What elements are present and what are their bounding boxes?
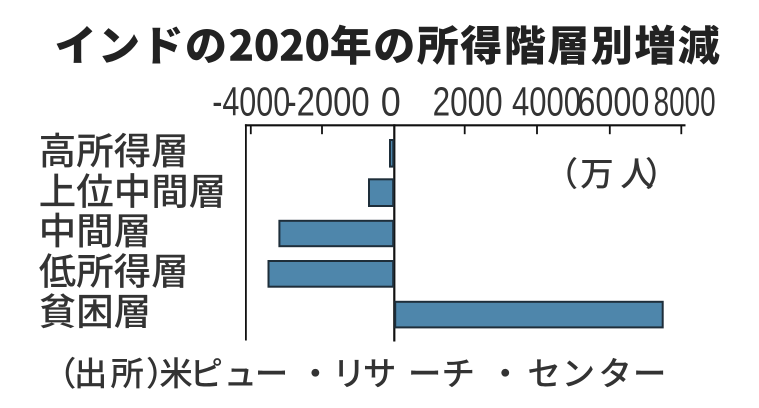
svg-text:4000: 4000 xyxy=(512,78,581,124)
svg-text:0: 0 xyxy=(381,78,401,124)
svg-text:6000: 6000 xyxy=(577,78,649,124)
svg-text:-2000: -2000 xyxy=(286,78,370,124)
svg-text:-4000: -4000 xyxy=(212,78,290,124)
svg-text:8000: 8000 xyxy=(654,78,716,124)
svg-text:2000: 2000 xyxy=(433,78,503,124)
